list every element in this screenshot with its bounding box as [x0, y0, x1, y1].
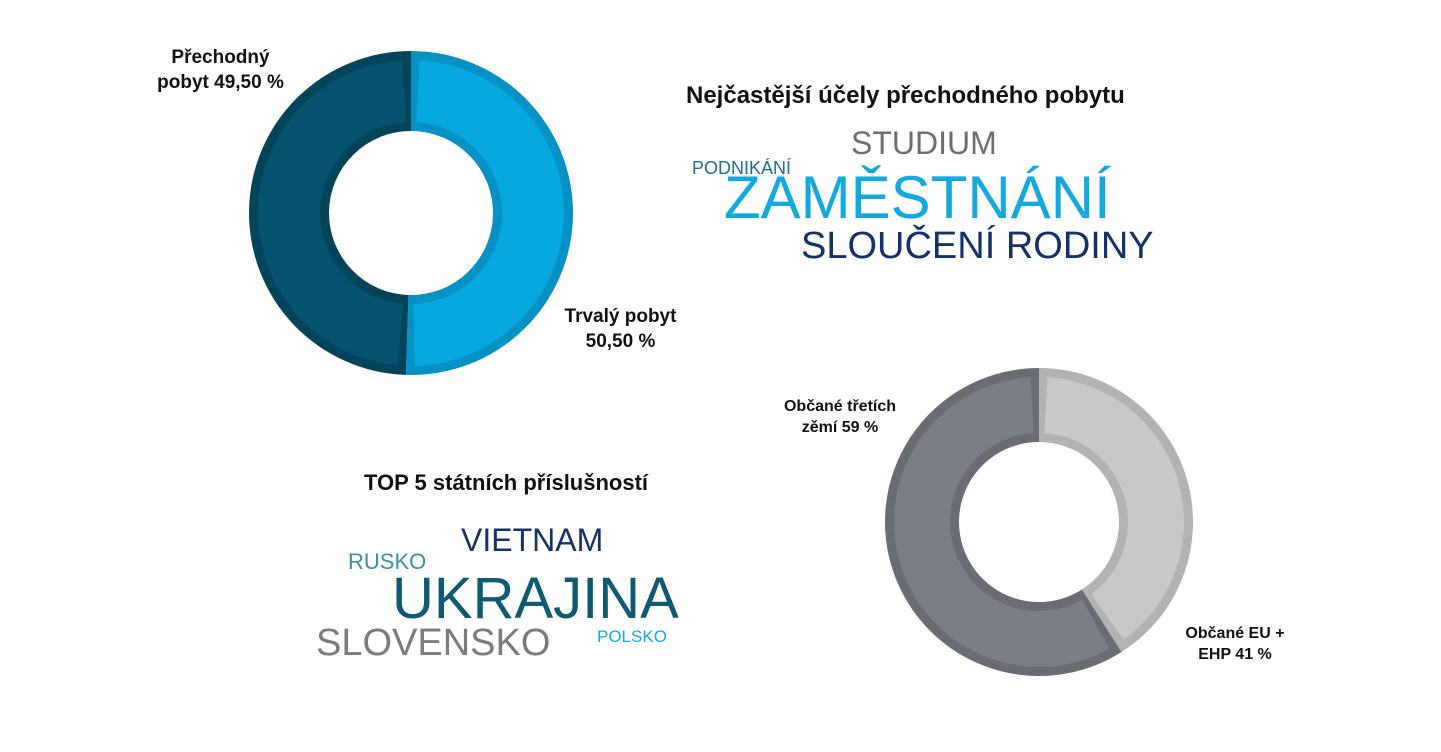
purposes-cloud-title: Nejčastější účely přechodného pobytu: [686, 82, 1125, 109]
nationality-word-polsko: POLSKO: [597, 627, 667, 646]
purpose-word-podnikani: PODNIKÁNÍ: [692, 158, 792, 178]
permanent-residence-label-line-2: 50,50 %: [585, 330, 656, 352]
purpose-word-zamestnani: ZAMĚSTNÁNÍ: [724, 164, 1111, 231]
temporary-residence-label-line-2: pobyt 49,50 %: [157, 71, 284, 93]
third-country-label-line-1: Občané třetích: [783, 398, 897, 415]
temporary-residence-label: Přechodný pobyt 49,50 %: [138, 46, 303, 95]
residence-slice-face-prechodny-pobyt: [257, 60, 406, 366]
residence-type-donut-chart: [249, 51, 574, 376]
purpose-word-studium: STUDIUM: [851, 125, 997, 161]
purpose-word-slouceni-rodiny: SLOUČENÍ RODINY: [801, 225, 1154, 267]
nationality-word-vietnam: VIETNAM: [461, 522, 604, 558]
eu-citizens-label-line-1: Občané EU +: [1185, 625, 1285, 642]
citizenship-donut-chart: [884, 368, 1193, 676]
eu-citizens-label-line-2: EHP 41 %: [1198, 645, 1272, 663]
third-country-label: Občané třetích zěmí 59 %: [760, 397, 920, 439]
temporary-residence-label-line-1: Přechodný: [171, 47, 270, 68]
residence-slice-face-trvaly-pobyt: [413, 60, 564, 366]
permanent-residence-label: Trvalý pobyt 50,50 %: [538, 305, 703, 354]
eu-citizens-label: Občané EU + EHP 41 %: [1160, 624, 1310, 666]
nationality-word-slovensko: SLOVENSKO: [316, 622, 551, 664]
permanent-residence-label-line-1: Trvalý pobyt: [564, 306, 677, 327]
nationalities-cloud-title: TOP 5 státních příslušností: [364, 470, 649, 495]
third-country-label-line-2: zěmí 59 %: [801, 418, 879, 436]
nationality-word-ukrajina: UKRAJINA: [392, 566, 679, 631]
nationality-word-rusko: RUSKO: [348, 549, 427, 574]
citizenship-slice-face-obcane-tretich-zemi: [894, 377, 1110, 667]
citizenship-slice-face-obcane-eu-ehp: [1044, 377, 1184, 640]
